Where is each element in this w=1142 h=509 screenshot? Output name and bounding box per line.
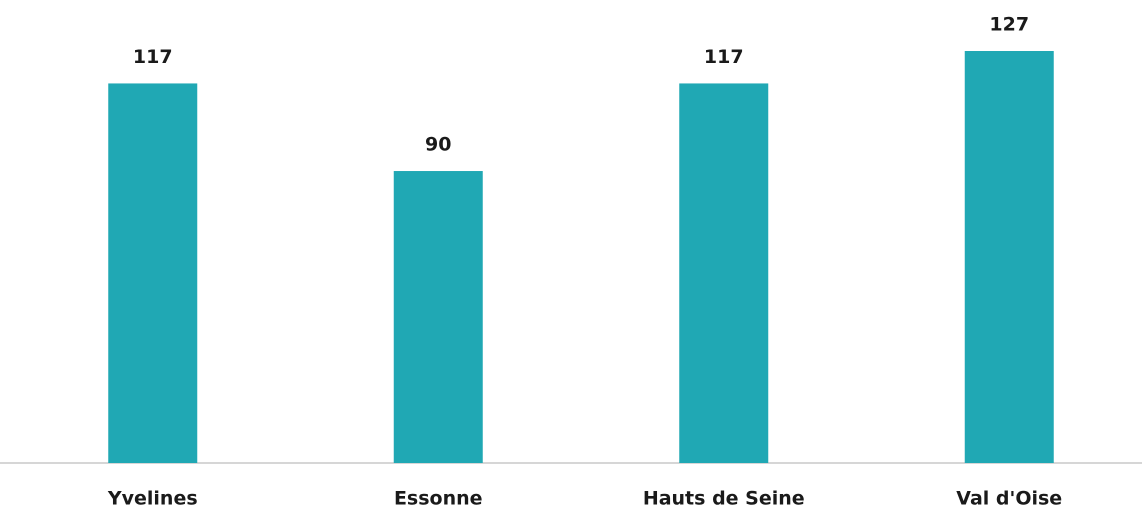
data-label: 117 [133, 46, 173, 68]
x-tick-label: Essonne [394, 488, 483, 509]
x-tick-label: Val d'Oise [956, 488, 1062, 509]
bar [964, 51, 1054, 463]
data-label: 127 [989, 14, 1029, 36]
bar [393, 171, 483, 463]
x-tick-label: Yvelines [107, 488, 198, 509]
x-tick-label: Hauts de Seine [643, 488, 805, 509]
bar [679, 83, 769, 463]
data-label: 90 [425, 134, 451, 156]
data-label: 117 [704, 46, 744, 68]
bar [108, 83, 198, 463]
